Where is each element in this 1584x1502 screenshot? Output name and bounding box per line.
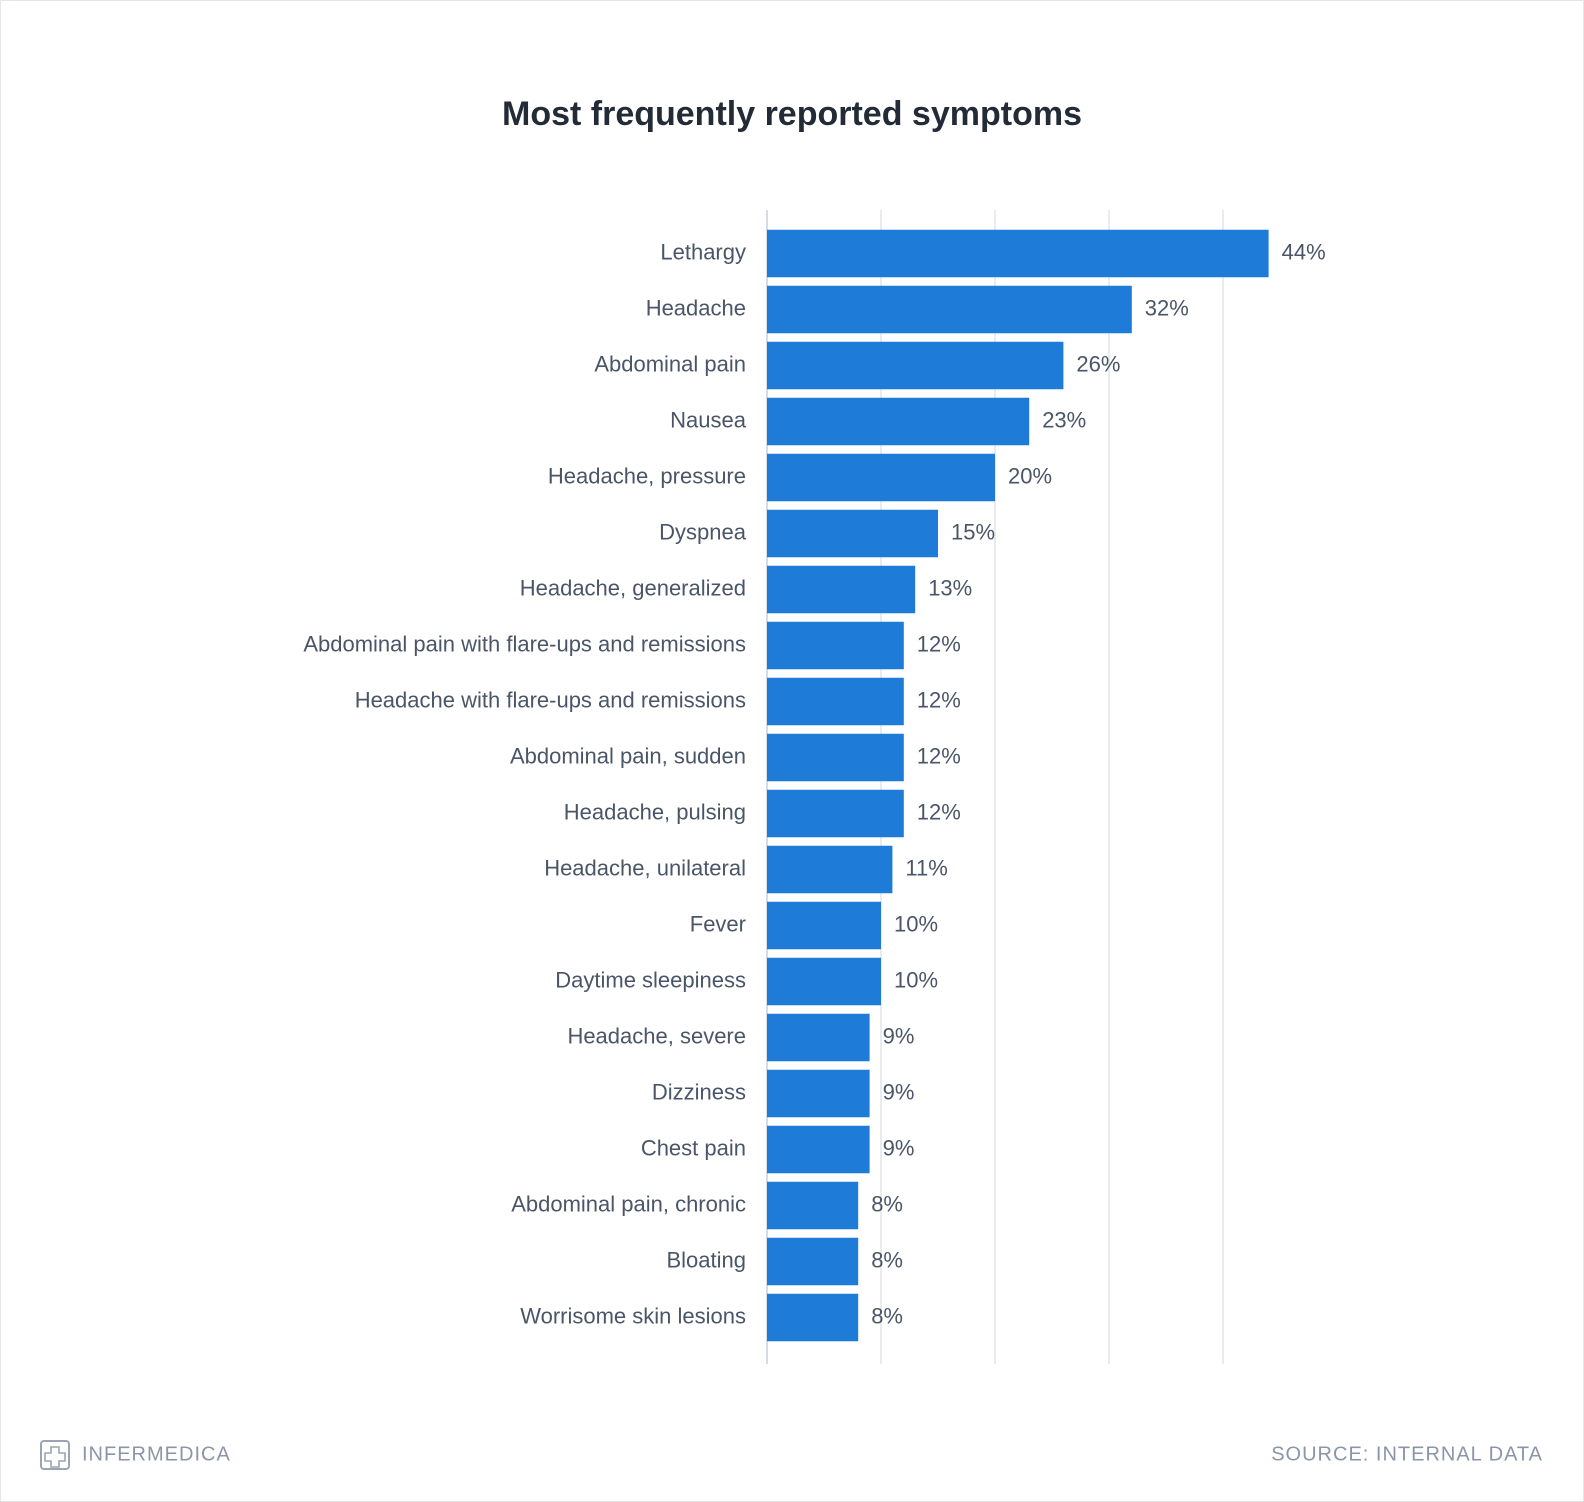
value-label: 26% <box>1076 351 1120 376</box>
value-label: 8% <box>871 1303 903 1328</box>
value-label: 9% <box>883 1135 915 1160</box>
bar <box>767 453 995 502</box>
y-tick-label: Nausea <box>670 407 747 432</box>
value-label: 8% <box>871 1247 903 1272</box>
y-tick-label: Headache, pressure <box>548 463 746 488</box>
value-label: 8% <box>871 1191 903 1216</box>
bar <box>767 509 938 558</box>
y-tick-label: Abdominal pain with flare-ups and remiss… <box>303 631 746 656</box>
y-tick-label: Dizziness <box>652 1079 746 1104</box>
y-tick-label: Headache with flare-ups and remissions <box>355 687 746 712</box>
bar <box>767 1293 859 1342</box>
bar <box>767 789 904 838</box>
y-tick-label: Headache, pulsing <box>564 799 746 824</box>
brand: INFERMEDICA <box>82 1443 231 1465</box>
bar <box>767 1181 859 1230</box>
bar <box>767 397 1030 446</box>
value-label: 11% <box>905 855 947 880</box>
y-tick-label: Headache, generalized <box>520 575 746 600</box>
value-label: 20% <box>1008 463 1052 488</box>
source: SOURCE: INTERNAL DATA <box>1271 1443 1543 1465</box>
value-label: 44% <box>1282 239 1326 264</box>
y-tick-label: Headache, severe <box>567 1023 746 1048</box>
value-label: 10% <box>894 967 938 992</box>
y-tick-label: Abdominal pain, chronic <box>511 1191 746 1216</box>
value-label: 23% <box>1042 407 1086 432</box>
y-tick-label: Lethargy <box>660 239 746 264</box>
value-label: 12% <box>917 687 961 712</box>
y-tick-label: Dyspnea <box>659 519 747 544</box>
value-label: 12% <box>917 799 961 824</box>
y-tick-label: Bloating <box>666 1247 746 1272</box>
bar <box>767 845 893 894</box>
y-tick-label: Abdominal pain <box>594 351 746 376</box>
y-tick-label: Fever <box>690 911 746 936</box>
value-label: 12% <box>917 743 961 768</box>
value-label: 9% <box>883 1023 915 1048</box>
y-tick-label: Abdominal pain, sudden <box>510 743 746 768</box>
y-tick-label: Headache, unilateral <box>544 855 746 880</box>
bar <box>767 733 904 782</box>
bar <box>767 1125 870 1174</box>
bar <box>767 957 881 1006</box>
bar <box>767 285 1132 334</box>
value-label: 15% <box>951 519 995 544</box>
value-label: 12% <box>917 631 961 656</box>
chart-title: Most frequently reported symptoms <box>502 95 1082 133</box>
y-tick-label: Worrisome skin lesions <box>520 1303 746 1328</box>
y-tick-label: Chest pain <box>641 1135 746 1160</box>
value-label: 13% <box>928 575 972 600</box>
bar <box>767 1013 870 1062</box>
bar <box>767 1237 859 1286</box>
bar <box>767 677 904 726</box>
bar <box>767 901 881 950</box>
bar <box>767 341 1064 390</box>
bar <box>767 1069 870 1118</box>
value-label: 10% <box>894 911 938 936</box>
y-tick-label: Daytime sleepiness <box>555 967 746 992</box>
y-tick-label: Headache <box>646 295 746 320</box>
bar <box>767 565 916 614</box>
logo-icon <box>40 1440 70 1470</box>
value-label: 9% <box>883 1079 915 1104</box>
bar <box>767 621 904 670</box>
value-label: 32% <box>1145 295 1189 320</box>
bar <box>767 229 1269 278</box>
